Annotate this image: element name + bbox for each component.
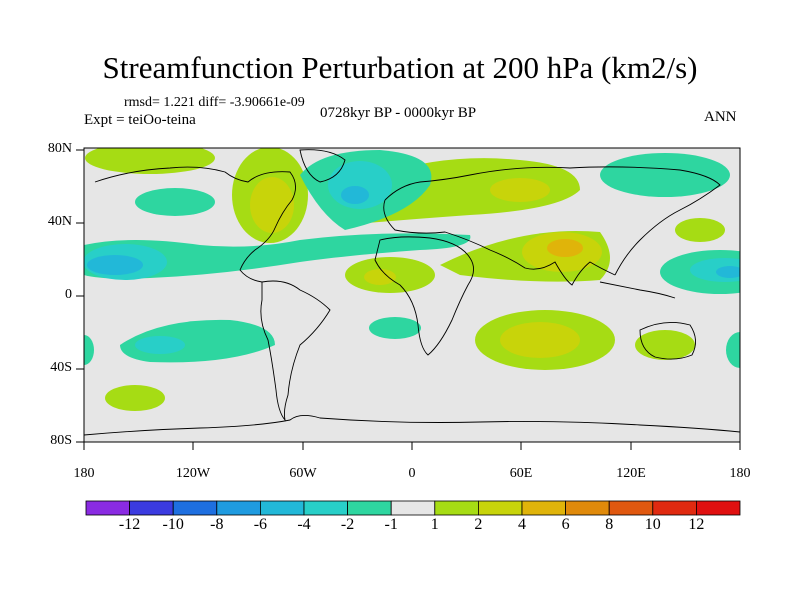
colorbar-label: -2 <box>340 516 355 533</box>
lon-label-120e: 120E <box>616 466 646 481</box>
lat-label-80n: 80N <box>47 141 72 156</box>
colorbar-box <box>172 500 218 516</box>
contour-fields <box>84 148 740 411</box>
colorbar-label: -8 <box>210 516 224 533</box>
contour-neg-edge-east <box>726 332 740 368</box>
lon-label-60e: 60E <box>509 466 533 481</box>
colorbar-label: -12 <box>118 516 141 533</box>
coastline-eurasia-south <box>383 199 616 286</box>
coastline-antarctica <box>84 415 740 436</box>
contour-neg-southeast-pacific-core <box>135 336 185 354</box>
lon-label-180w: 180 <box>73 466 95 481</box>
season-label: ANN <box>704 109 737 125</box>
contour-pos-south-pacific <box>105 385 165 411</box>
contour-pos-west-pacific <box>675 218 725 242</box>
contour-pos-indian-ocean-core <box>500 322 580 358</box>
colorbar-box <box>434 500 479 516</box>
colorbar-label: 12 <box>688 516 705 533</box>
contour-neg-north-atlantic-core <box>341 186 369 204</box>
experiment-label: Expt = teiOo-teina <box>84 112 196 128</box>
period-label: 0728kyr BP - 0000kyr BP <box>320 105 477 121</box>
colorbar-box <box>565 500 610 516</box>
colorbar-label: -4 <box>297 516 311 533</box>
coastline-north-america <box>94 166 296 283</box>
colorbar-box <box>390 500 436 516</box>
lon-label-180e: 180 <box>729 466 751 481</box>
lon-label-60w: 60W <box>289 466 317 481</box>
contour-neg-tropical-band <box>84 233 471 279</box>
lat-label-40n: 40N <box>47 214 72 229</box>
coastline-australia <box>639 321 696 360</box>
colorbar-box <box>696 500 741 516</box>
lat-label-80s: 80S <box>50 433 72 448</box>
colorbar-label: 8 <box>605 516 614 533</box>
contour-neg-north-pacific <box>135 188 215 216</box>
coastline-greenland <box>299 149 346 183</box>
contour-pos-north-america-core <box>250 177 294 233</box>
contour-neg-siberia <box>600 153 730 197</box>
lon-label-0: 0 <box>408 466 416 481</box>
colorbar-box <box>259 500 305 516</box>
contour-pos-eurasia-core <box>490 178 550 202</box>
colorbar-label: 2 <box>474 516 483 533</box>
stats-label: rmsd= 1.221 diff= -3.90661e-09 <box>124 95 305 110</box>
contour-pos-atlantic-core <box>364 269 396 285</box>
contour-pos-south-asia-core <box>547 239 583 257</box>
contour-pos-australia <box>635 330 695 360</box>
lat-label-0: 0 <box>65 287 72 302</box>
colorbar-box <box>477 500 523 516</box>
colorbar-box <box>521 500 566 516</box>
contour-neg-east-pacific-core <box>87 255 143 275</box>
coastline-south-america <box>260 280 331 422</box>
colorbar <box>85 500 741 516</box>
colorbar-label: -6 <box>253 516 268 533</box>
colorbar-box <box>608 500 654 516</box>
lon-label-120w: 120W <box>175 466 211 481</box>
coastline-eurasia-north <box>384 166 721 276</box>
colorbar-label: 6 <box>561 516 570 533</box>
colorbar-box <box>303 500 348 516</box>
colorbar-box <box>85 500 130 516</box>
colorbar-label: 10 <box>644 516 661 533</box>
contour-pos-arctic-pacific <box>85 148 215 174</box>
coastline-indonesia <box>599 281 676 299</box>
contour-neg-south-atlantic <box>369 317 421 339</box>
lat-label-40s: 40S <box>50 360 72 375</box>
colorbar-label: -10 <box>162 516 184 533</box>
coastlines <box>84 149 740 436</box>
coastline-africa <box>374 236 474 356</box>
contour-neg-central-pacific-core <box>716 266 740 278</box>
colorbar-label: -1 <box>384 516 398 533</box>
colorbar-label: 4 <box>518 516 526 533</box>
colorbar-box <box>652 500 697 516</box>
colorbar-box <box>347 500 392 516</box>
colorbar-label: 1 <box>430 516 439 533</box>
contour-neg-edge-west <box>84 335 94 365</box>
colorbar-box <box>129 500 174 516</box>
axis-ticks <box>76 149 741 450</box>
colorbar-box <box>216 500 261 516</box>
chart-title: Streamfunction Perturbation at 200 hPa (… <box>102 50 698 85</box>
